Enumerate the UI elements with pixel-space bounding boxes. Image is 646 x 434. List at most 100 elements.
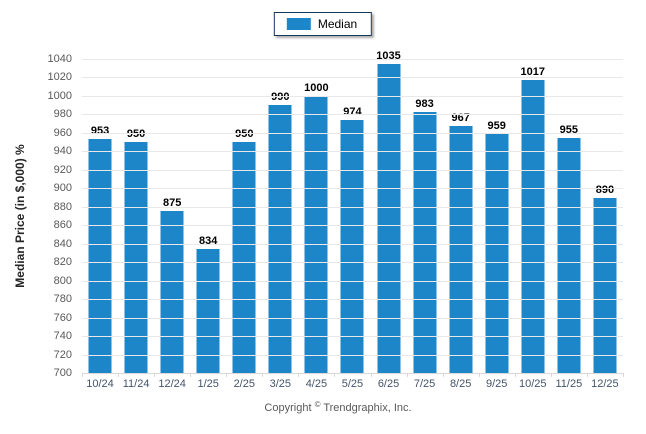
x-tick-label: 7/25 — [413, 378, 436, 390]
bar-median — [196, 249, 220, 373]
bar-value-label: 983 — [415, 97, 434, 110]
x-axis-tick — [190, 373, 192, 377]
x-tick-label: 4/25 — [305, 378, 328, 390]
bar-value-label: 890 — [595, 183, 615, 196]
x-tick-label: 2/25 — [233, 378, 255, 390]
x-axis-tick — [406, 373, 408, 377]
x-axis-tick — [442, 373, 444, 377]
gridline — [82, 299, 623, 301]
gridline — [82, 77, 623, 79]
gridline — [82, 280, 623, 282]
x-axis-tick — [82, 373, 83, 377]
y-tick-label: 900 — [53, 182, 72, 195]
x-tick-label: 9/25 — [486, 378, 508, 390]
gridline — [82, 188, 623, 190]
x-tick-label: 3/25 — [269, 378, 292, 390]
x-tick-label: 5/25 — [341, 378, 364, 390]
bar-slot: 1017 — [515, 59, 551, 373]
bar-median — [160, 211, 184, 373]
y-tick-label: 1000 — [47, 89, 72, 102]
x-axis-tick — [623, 373, 624, 377]
bar-median — [268, 105, 292, 373]
bar-median — [88, 139, 112, 373]
bar-slot: 1000 — [298, 59, 334, 373]
x-axis-tick — [370, 373, 372, 377]
bar-median — [557, 137, 581, 373]
bar-slot: 955 — [551, 59, 587, 373]
legend: Median — [273, 12, 373, 36]
bar-value-label: 959 — [487, 119, 506, 132]
bar-value-label: 953 — [90, 125, 110, 138]
x-axis-tick — [478, 373, 480, 377]
gridline — [82, 317, 623, 319]
copyright-suffix: Trendgraphix, Inc. — [323, 402, 412, 414]
copyright-prefix: Copyright — [264, 402, 312, 414]
bar-slot: 1035 — [371, 50, 407, 373]
bar-value-label: 967 — [451, 112, 470, 125]
bar-slot: 967 — [443, 59, 479, 373]
x-tick-label: 8/25 — [449, 378, 472, 390]
legend-label: Median — [317, 17, 358, 31]
gridline — [82, 354, 623, 356]
x-tick-label: 1/25 — [197, 378, 219, 390]
bar-median — [124, 142, 148, 373]
bar-value-label: 1017 — [520, 66, 546, 79]
gridline — [82, 169, 623, 171]
bar-median — [449, 126, 473, 373]
y-tick-label: 820 — [53, 256, 72, 269]
x-axis-tick-labels: 10/24 11/24 12/24 1/25 2/25 3/25 4/25 5/25 6/25 7… — [82, 378, 623, 390]
bar-value-label: 1035 — [376, 49, 401, 62]
x-tick-label: 10/24 — [86, 378, 114, 390]
bar-median — [521, 80, 545, 373]
bar-value-label: 875 — [162, 197, 182, 210]
y-tick-label: 800 — [53, 274, 72, 287]
y-axis-tick-labels: 700 720 740 760 780 800 820 840 860 880 900 920 940 9… — [0, 53, 76, 379]
y-tick-label: 700 — [53, 367, 72, 379]
bar-median — [485, 133, 509, 373]
plot-area: 953 950 875 834 950 990 1000 974 1035 983 967 959 10… — [82, 50, 624, 377]
y-tick-label: 920 — [53, 163, 72, 176]
bar-slot: 990 — [262, 59, 298, 373]
x-tick-label: 12/24 — [158, 378, 186, 390]
bar-slot: 953 — [82, 59, 118, 373]
bar-median — [340, 119, 364, 373]
gridline — [82, 336, 623, 338]
bar-value-label: 834 — [199, 235, 218, 248]
legend-swatch-median — [286, 18, 311, 30]
bar-slot: 983 — [407, 59, 443, 373]
bar-slot: 950 — [118, 59, 154, 373]
y-tick-label: 960 — [53, 126, 72, 139]
bar-median — [413, 111, 437, 373]
x-axis-tick — [298, 373, 300, 377]
bar-value-label: 974 — [343, 105, 362, 118]
y-tick-label: 880 — [53, 200, 72, 213]
x-tick-label: 12/25 — [591, 378, 619, 390]
bar-slot: 959 — [479, 59, 515, 373]
y-tick-label: 780 — [53, 293, 72, 306]
bar-median — [593, 197, 617, 373]
y-tick-label: 980 — [53, 108, 72, 121]
x-axis-tick — [586, 373, 588, 377]
bar-slot: 950 — [226, 59, 262, 373]
x-tick-label: 10/25 — [519, 378, 547, 390]
gridline — [82, 132, 623, 134]
x-tick-label: 6/25 — [377, 378, 400, 390]
x-axis-tick — [154, 373, 156, 377]
x-axis-tick — [334, 373, 336, 377]
bar-median — [232, 142, 256, 373]
y-tick-label: 760 — [53, 311, 72, 324]
gridline — [82, 206, 623, 208]
bar-median — [304, 95, 328, 373]
gridline — [82, 225, 623, 227]
bar-value-label: 1000 — [304, 81, 329, 94]
y-tick-label: 840 — [53, 237, 72, 250]
gridline — [82, 114, 623, 116]
bar-slot: 890 — [587, 59, 623, 373]
y-tick-label: 740 — [53, 330, 72, 343]
y-tick-label: 1020 — [47, 71, 72, 84]
bar-slot: 834 — [190, 59, 226, 373]
x-axis-tick — [226, 373, 228, 377]
y-tick-label: 1040 — [47, 53, 72, 65]
copyright-symbol: © — [314, 400, 321, 409]
